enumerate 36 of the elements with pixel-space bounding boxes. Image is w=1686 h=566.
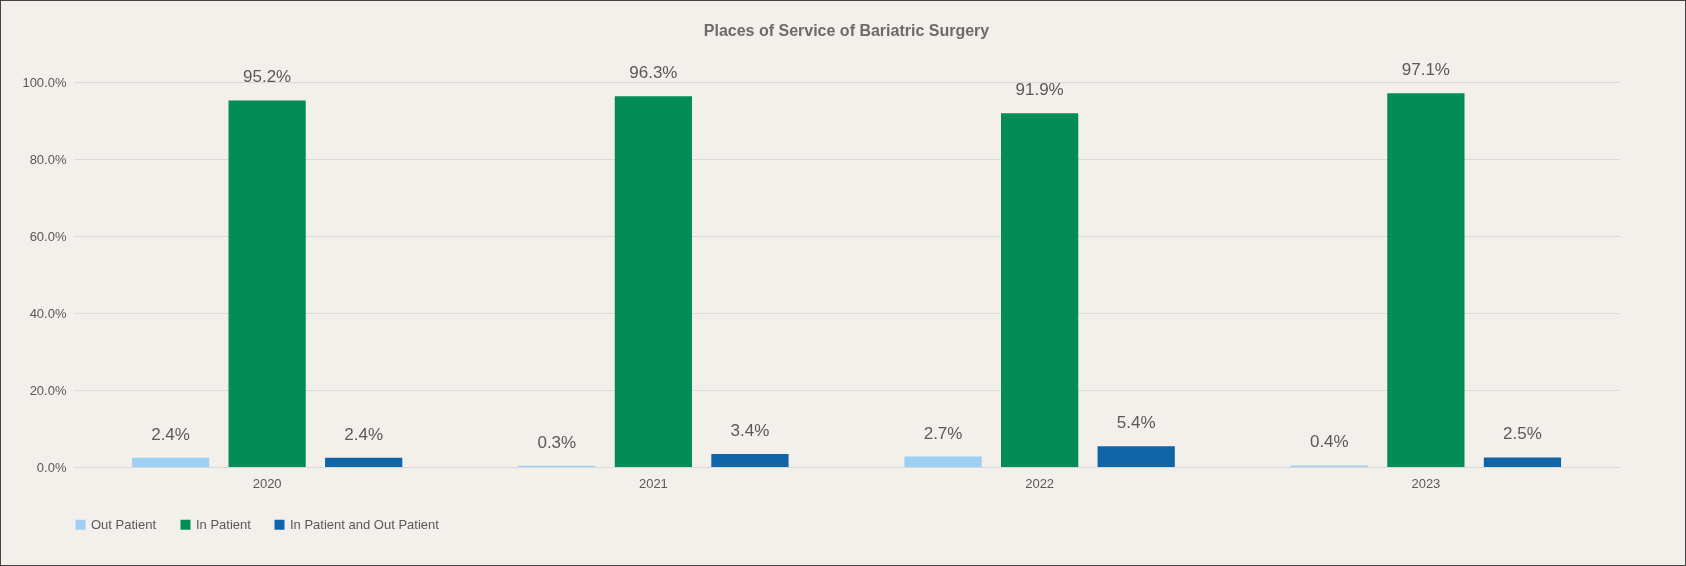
bar bbox=[1483, 457, 1562, 467]
x-tick-label: 2021 bbox=[638, 475, 668, 491]
bar bbox=[1001, 113, 1079, 467]
chart-title: Places of Service of Bariatric Surgery bbox=[703, 22, 990, 40]
data-label: 91.9% bbox=[1015, 80, 1064, 100]
data-label: 95.2% bbox=[243, 67, 292, 87]
bar bbox=[1097, 446, 1175, 467]
data-label: 96.3% bbox=[629, 63, 678, 83]
bar bbox=[711, 453, 789, 467]
bar bbox=[614, 96, 692, 467]
bar bbox=[1387, 93, 1465, 467]
y-tick-label: 0.0% bbox=[36, 459, 67, 475]
bar bbox=[325, 457, 403, 467]
data-label: 2.5% bbox=[1503, 424, 1542, 444]
y-tick-label: 40.0% bbox=[29, 305, 67, 321]
legend-label: Out Patient bbox=[91, 516, 157, 532]
x-tick-label: 2022 bbox=[1025, 475, 1055, 491]
data-label: 0.4% bbox=[1309, 432, 1349, 452]
data-label: 97.1% bbox=[1401, 60, 1450, 80]
y-tick-label: 100.0% bbox=[22, 74, 67, 90]
y-tick-label: 80.0% bbox=[29, 151, 67, 167]
data-label: 5.4% bbox=[1116, 413, 1156, 433]
legend-label: In Patient bbox=[196, 516, 252, 532]
data-label: 0.3% bbox=[537, 432, 577, 452]
bar bbox=[131, 457, 210, 467]
y-tick-label: 60.0% bbox=[29, 228, 67, 244]
data-label: 2.4% bbox=[344, 424, 384, 444]
data-label: 3.4% bbox=[730, 420, 770, 440]
legend-label: In Patient and Out Patient bbox=[290, 516, 440, 532]
x-tick-label: 2020 bbox=[252, 475, 282, 491]
x-tick-label: 2023 bbox=[1411, 475, 1441, 491]
data-label: 2.7% bbox=[923, 423, 963, 443]
data-label: 2.4% bbox=[151, 424, 190, 444]
bar bbox=[228, 100, 306, 467]
bar bbox=[904, 456, 982, 467]
y-tick-label: 20.0% bbox=[29, 382, 67, 398]
